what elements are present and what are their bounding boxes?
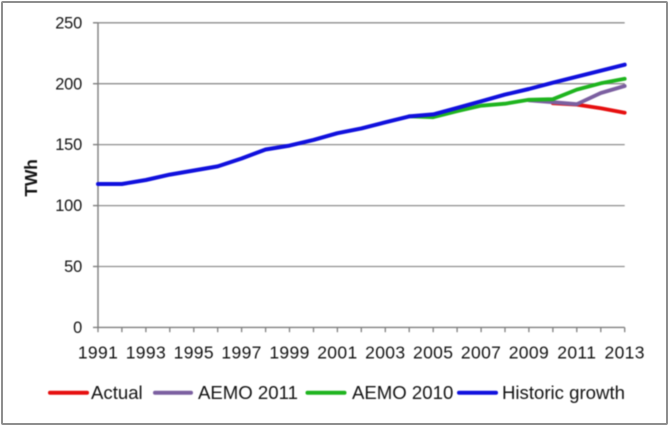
svg-text:2009: 2009 [509,343,549,363]
svg-text:2005: 2005 [413,343,453,363]
svg-text:AEMO 2010: AEMO 2010 [352,382,453,403]
svg-text:2011: 2011 [557,343,596,363]
svg-text:2001: 2001 [317,343,357,363]
svg-text:150: 150 [55,136,82,154]
svg-text:1993: 1993 [126,343,166,363]
svg-text:TWh: TWh [21,159,41,196]
svg-text:0: 0 [73,319,82,337]
svg-text:2013: 2013 [605,343,645,363]
svg-text:1991: 1991 [78,343,118,363]
svg-text:Historic growth: Historic growth [502,382,625,403]
svg-text:1997: 1997 [221,343,261,363]
svg-text:AEMO 2011: AEMO 2011 [198,382,298,403]
svg-text:250: 250 [55,14,82,32]
svg-text:2003: 2003 [365,343,405,363]
svg-text:1999: 1999 [269,343,309,363]
svg-text:100: 100 [55,197,82,215]
svg-text:200: 200 [55,75,82,93]
svg-text:Actual: Actual [91,382,143,403]
svg-text:2007: 2007 [461,343,501,363]
svg-text:50: 50 [64,258,82,276]
svg-text:1995: 1995 [174,343,214,363]
